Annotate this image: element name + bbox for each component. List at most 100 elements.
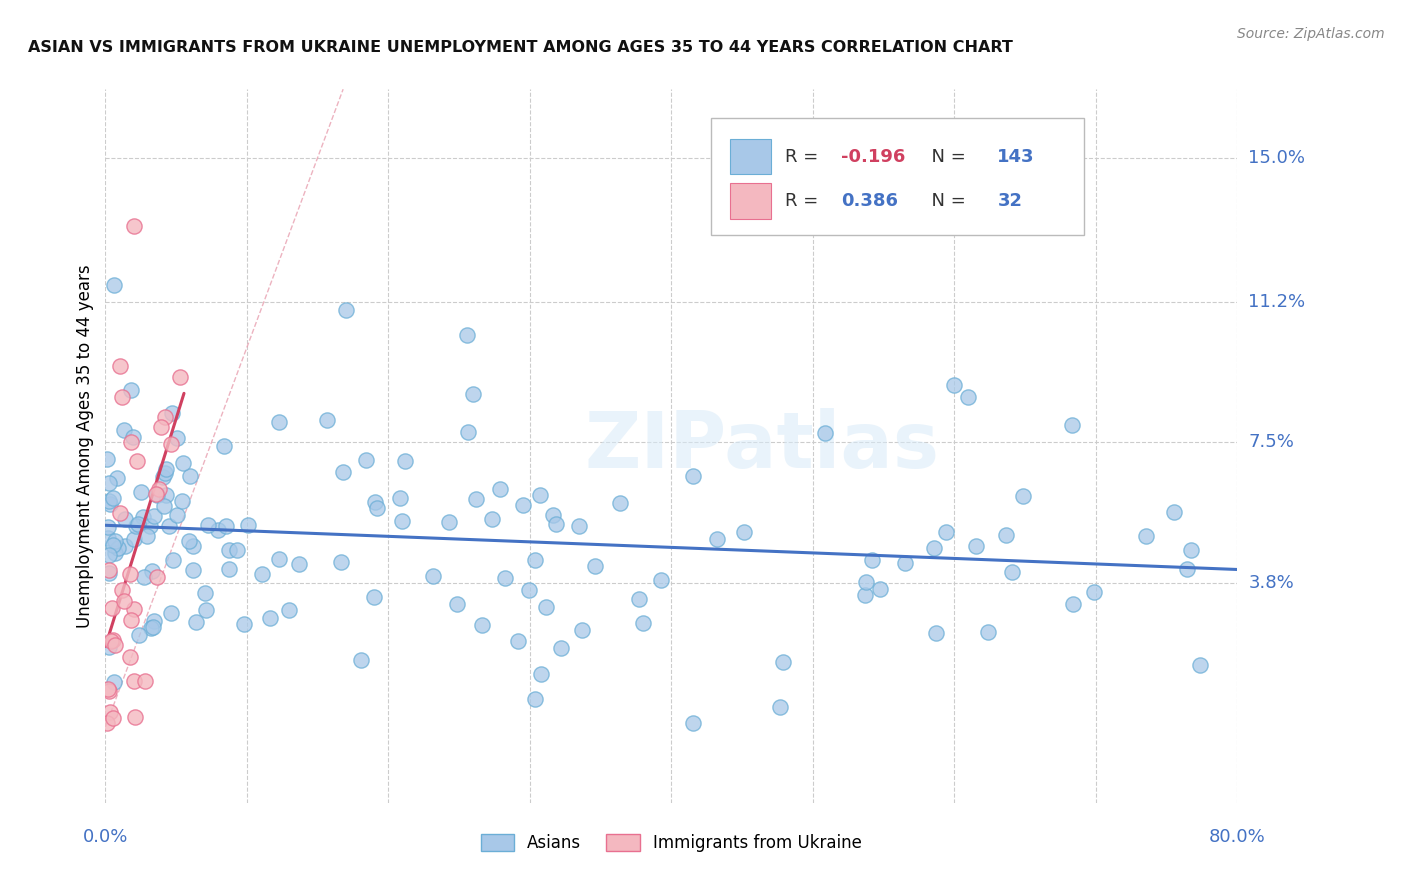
Point [97,476,120,491]
Point [132,509,155,524]
Point [287,557,309,571]
Point [120,566,142,581]
Point [134,674,156,689]
Point [388,491,411,505]
Point [463,387,485,401]
Point [456,328,478,343]
Point [1163,505,1185,519]
Point [160,606,183,620]
Point [98,566,121,580]
Point [146,488,169,502]
Text: 143: 143 [997,148,1035,166]
Point [97,681,120,696]
Point [523,692,546,706]
Point [1001,566,1024,580]
Point [104,534,127,549]
Point [536,599,558,614]
Point [212,438,235,452]
Point [1012,489,1035,503]
Point [141,564,163,578]
Point [860,552,883,566]
Point [544,516,567,531]
Point [633,616,655,631]
Point [215,518,238,533]
Point [127,516,149,531]
Text: ASIAN VS IMMIGRANTS FROM UKRAINE UNEMPLOYMENT AMONG AGES 35 TO 44 YEARS CORRELAT: ASIAN VS IMMIGRANTS FROM UKRAINE UNEMPLO… [28,40,1012,55]
Point [356,452,378,467]
Text: R =: R = [785,192,824,210]
Y-axis label: Unemployment Among Ages 35 to 44 years: Unemployment Among Ages 35 to 44 years [76,264,94,628]
Point [122,532,145,546]
Text: 7.5%: 7.5% [1249,434,1295,451]
Point [114,539,136,553]
Point [571,624,593,638]
Point [149,420,172,434]
Point [391,514,413,528]
Point [965,539,987,553]
Point [96,452,118,467]
Text: Source: ZipAtlas.com: Source: ZipAtlas.com [1237,27,1385,41]
Point [129,485,152,500]
Point [122,674,145,689]
Point [120,383,142,397]
Point [627,592,650,607]
Point [132,569,155,583]
Point [181,563,204,577]
Point [489,482,512,496]
Point [267,415,290,429]
Text: N =: N = [921,148,972,166]
Point [155,410,177,425]
Point [682,469,704,483]
FancyBboxPatch shape [711,118,1084,235]
Point [97,640,120,655]
Point [104,546,127,560]
Point [142,620,165,634]
Point [366,501,388,516]
Point [162,406,184,420]
Point [166,431,188,445]
Point [218,542,240,557]
Point [363,495,385,509]
Point [517,583,540,598]
Point [523,552,546,566]
Point [98,498,121,512]
Point [446,597,468,611]
Point [893,556,915,570]
Point [112,423,135,437]
Point [183,539,205,553]
Point [111,390,134,404]
Point [238,517,260,532]
Point [152,470,174,484]
Point [152,499,174,513]
Point [108,359,131,374]
Point [1060,418,1083,433]
Point [197,517,219,532]
Point [155,462,177,476]
Point [97,563,120,577]
Point [104,638,127,652]
Point [869,582,891,597]
Point [329,555,352,569]
Point [111,582,134,597]
FancyBboxPatch shape [730,139,770,175]
Point [122,430,145,444]
Point [957,390,980,404]
Point [194,585,217,599]
Point [146,570,169,584]
Point [124,710,146,724]
Text: 11.2%: 11.2% [1249,293,1306,310]
Point [195,602,218,616]
Point [769,700,792,714]
Point [733,524,755,539]
Text: R =: R = [785,148,824,166]
Point [814,426,837,441]
Point [120,435,142,450]
Point [98,705,121,719]
Text: 3.8%: 3.8% [1249,574,1294,591]
Point [925,626,948,640]
Point [139,621,162,635]
Point [335,302,357,317]
Point [136,529,159,543]
Point [98,548,121,562]
Point [101,600,124,615]
